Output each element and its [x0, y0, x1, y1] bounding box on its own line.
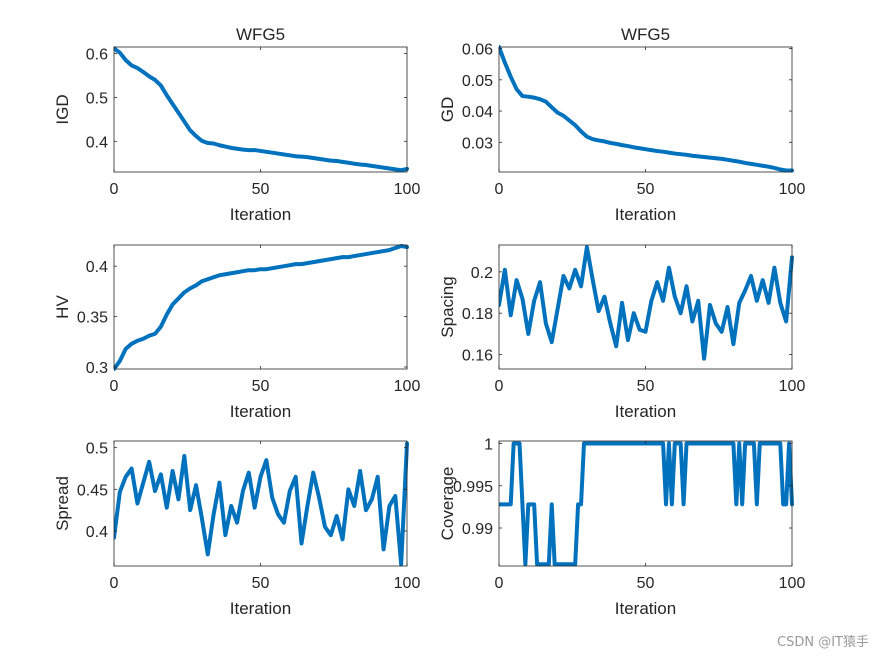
y-axis-label: Spacing	[438, 276, 457, 337]
y-tick-label: 0.3	[86, 360, 108, 377]
y-tick-label: 0.2	[471, 265, 493, 282]
x-tick-label: 0	[110, 575, 119, 592]
y-tick-label: 0.5	[86, 441, 108, 458]
plot-area	[499, 47, 792, 172]
chart-panel-2: 0 50 100 0.03 0.04 0.05 0.06 Iteration GD WFG5	[438, 25, 805, 224]
x-axis-label: Iteration	[615, 599, 676, 618]
chart-panel-5: 0 50 100 0.4 0.45 0.5 Iteration Spread	[53, 440, 421, 618]
chart-title: WFG5	[236, 25, 285, 44]
y-tick-label: 0.6	[86, 47, 108, 64]
y-tick-label: 0.16	[462, 348, 493, 365]
x-tick-label: 100	[779, 575, 806, 592]
series-line-coverage	[499, 441, 794, 567]
series-line-gd	[499, 45, 794, 173]
y-tick-label: 0.35	[77, 310, 108, 327]
y-tick-label: 0.4	[86, 134, 108, 151]
x-tick-label: 100	[394, 378, 421, 395]
x-tick-label: 0	[495, 575, 504, 592]
chart-title: WFG5	[621, 25, 670, 44]
series-line-igd	[114, 46, 409, 173]
y-tick-label: 0.18	[462, 306, 493, 323]
y-axis-label: IGD	[53, 94, 72, 124]
x-axis-label: Iteration	[615, 402, 676, 421]
y-tick-label: 0.4	[86, 524, 108, 541]
x-tick-label: 50	[252, 575, 270, 592]
y-tick-label: 0.05	[462, 73, 493, 90]
x-tick-label: 50	[637, 181, 655, 198]
y-axis-label: HV	[53, 295, 72, 319]
x-tick-label: 100	[394, 181, 421, 198]
y-tick-label: 0.04	[462, 104, 493, 121]
y-tick-label: 0.45	[77, 482, 108, 499]
y-tick-label: 0.06	[462, 42, 493, 59]
chart-panel-1: 0 50 100 0.4 0.5 0.6 Iteration IGD WFG5	[53, 25, 420, 224]
y-tick-label: 0.5	[86, 90, 108, 107]
x-axis-label: Iteration	[230, 599, 291, 618]
plot-area	[114, 47, 407, 172]
x-tick-label: 0	[495, 378, 504, 395]
x-tick-label: 0	[495, 181, 504, 198]
series-line-hv	[114, 244, 409, 371]
x-tick-label: 100	[779, 378, 806, 395]
x-tick-label: 50	[252, 181, 270, 198]
x-axis-label: Iteration	[615, 205, 676, 224]
plot-area	[114, 245, 407, 369]
y-tick-label: 0.99	[462, 521, 493, 538]
x-tick-label: 50	[637, 575, 655, 592]
chart-panel-3: 0 50 100 0.3 0.35 0.4 Iteration HV	[53, 244, 421, 421]
x-axis-label: Iteration	[230, 205, 291, 224]
series-line-spread	[114, 441, 409, 567]
x-axis-label: Iteration	[230, 402, 291, 421]
chart-panel-6: 0 50 100 0.99 0.995 1 Iteration Coverage	[438, 437, 805, 618]
x-tick-label: 100	[394, 575, 421, 592]
series-line-spacing	[499, 245, 794, 361]
chart-panel-4: 0 50 100 0.16 0.18 0.2 Iteration Spacing	[438, 244, 806, 421]
plot-area	[499, 441, 792, 566]
x-tick-label: 0	[110, 378, 119, 395]
y-axis-label: Spread	[53, 476, 72, 531]
x-tick-label: 100	[779, 181, 806, 198]
y-axis-label: Coverage	[438, 467, 457, 541]
y-tick-label: 1	[484, 437, 493, 454]
y-tick-label: 0.4	[86, 259, 108, 276]
plot-area	[499, 245, 792, 369]
y-tick-label: 0.03	[462, 135, 493, 152]
x-tick-label: 50	[637, 378, 655, 395]
x-tick-label: 50	[252, 378, 270, 395]
y-axis-label: GD	[438, 97, 457, 123]
plot-area	[114, 441, 407, 566]
x-tick-label: 0	[110, 181, 119, 198]
watermark: CSDN @IT猿手	[777, 635, 869, 650]
y-tick-label: 0.995	[453, 479, 493, 496]
